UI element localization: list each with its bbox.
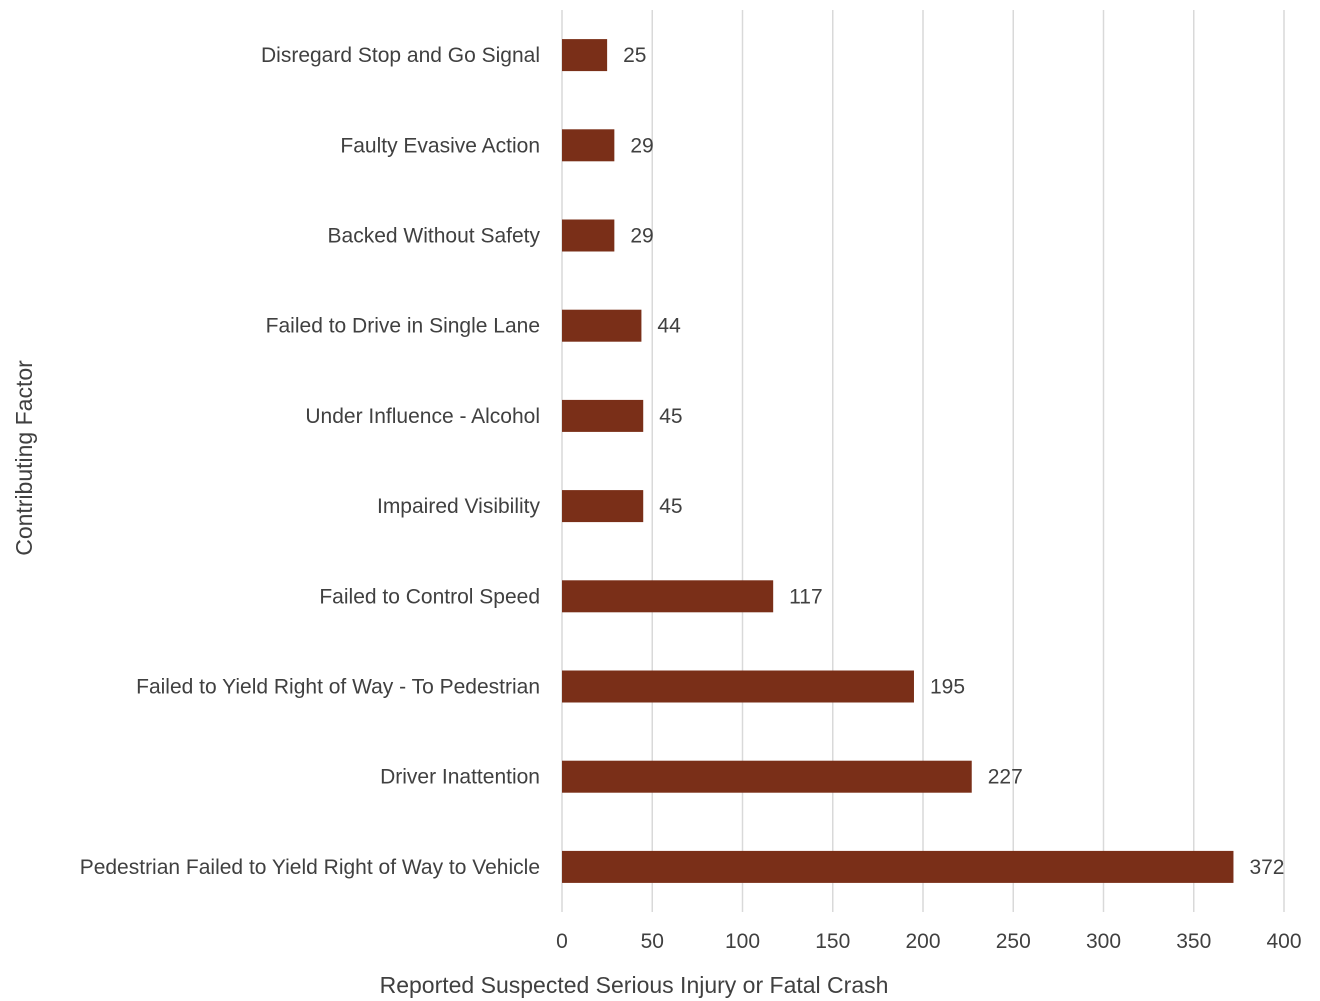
- category-label: Driver Inattention: [380, 766, 540, 789]
- bar: [562, 309, 642, 342]
- x-tick-label: 400: [1266, 930, 1301, 953]
- category-label: Under Influence - Alcohol: [305, 405, 540, 428]
- data-label: 372: [1249, 856, 1284, 879]
- bar: [562, 399, 644, 432]
- data-label: 44: [657, 315, 681, 338]
- bar: [562, 39, 608, 72]
- y-axis-title: Contributing Factor: [11, 360, 37, 556]
- bar: [562, 760, 972, 793]
- category-label: Failed to Yield Right of Way - To Pedest…: [136, 676, 540, 699]
- x-tick-label: 200: [905, 930, 940, 953]
- bar: [562, 490, 644, 523]
- bar: [562, 129, 615, 162]
- data-label: 227: [988, 766, 1023, 789]
- bar: [562, 670, 914, 703]
- data-label: 29: [630, 225, 653, 248]
- data-label: 29: [630, 134, 653, 157]
- data-label: 45: [659, 405, 682, 428]
- x-tick-label: 300: [1086, 930, 1121, 953]
- x-tick-label: 100: [725, 930, 760, 953]
- x-tick-label: 50: [641, 930, 664, 953]
- category-label: Impaired Visibility: [377, 495, 541, 518]
- category-label: Faulty Evasive Action: [340, 134, 540, 157]
- category-label: Disregard Stop and Go Signal: [261, 44, 540, 67]
- x-tick-label: 150: [815, 930, 850, 953]
- bar: [562, 850, 1234, 883]
- gridlines: [561, 10, 1285, 912]
- bar: [562, 580, 774, 613]
- data-labels: 25 29 29 44 45 45 117 195 227 372: [623, 44, 1284, 879]
- x-tick-labels: 0 50 100 150 200 250 300 350 400: [556, 930, 1301, 953]
- category-labels: Disregard Stop and Go Signal Faulty Evasi…: [80, 44, 541, 879]
- x-tick-label: 250: [996, 930, 1031, 953]
- data-label: 25: [623, 44, 646, 67]
- bars: [562, 39, 1234, 883]
- x-axis-title: Reported Suspected Serious Injury or Fat…: [380, 972, 889, 998]
- category-label: Pedestrian Failed to Yield Right of Way …: [80, 856, 540, 879]
- data-label: 195: [930, 676, 965, 699]
- data-label: 45: [659, 495, 682, 518]
- category-label: Failed to Drive in Single Lane: [266, 315, 540, 338]
- data-label: 117: [789, 585, 822, 608]
- bar: [562, 219, 615, 252]
- category-label: Backed Without Safety: [328, 225, 541, 248]
- x-tick-label: 0: [556, 930, 568, 953]
- x-tick-label: 350: [1176, 930, 1211, 953]
- category-label: Failed to Control Speed: [319, 585, 540, 608]
